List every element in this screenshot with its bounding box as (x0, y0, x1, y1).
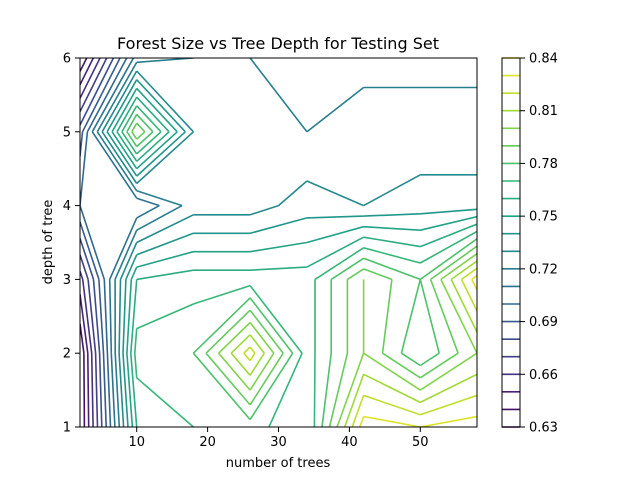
contour-level-4 (80, 58, 108, 427)
y-tick-label: 4 (63, 199, 71, 214)
contour-level-9 (96, 58, 477, 427)
x-tick-label: 40 (341, 435, 358, 450)
contour-level-18 (230, 260, 477, 427)
x-tick-label: 30 (270, 435, 287, 450)
colorbar-level-lines (502, 57, 520, 428)
y-tick-label: 6 (63, 52, 71, 67)
y-tick-label: 2 (63, 347, 71, 362)
x-axis: 10 20 30 40 50 (128, 427, 429, 450)
contour-level-17 (217, 252, 477, 427)
contour-lines (80, 58, 477, 427)
contour-level-11 (106, 79, 477, 427)
chart-title: Forest Size vs Tree Depth for Testing Se… (117, 34, 439, 53)
contour-level-14 (121, 105, 477, 427)
y-tick-label: 1 (63, 421, 71, 436)
x-tick-label: 20 (199, 435, 216, 450)
colorbar-tick-label: 0.75 (529, 210, 558, 225)
contour-level-5 (80, 58, 115, 427)
contour-level-7 (80, 58, 128, 427)
contour-level-15 (126, 113, 477, 427)
contour-level-10 (101, 70, 477, 427)
contour-level-13 (116, 96, 477, 427)
contour-level-12 (111, 87, 477, 427)
plot-area (79, 57, 478, 428)
contour-level-2 (80, 58, 95, 427)
contour-level-19 (243, 267, 477, 427)
contour-level-8 (91, 58, 160, 427)
contour-level-3 (80, 58, 101, 427)
contour-level-16 (131, 122, 477, 427)
y-tick-label: 5 (63, 125, 71, 140)
x-tick-label: 10 (128, 435, 145, 450)
x-axis-label: number of trees (226, 456, 331, 471)
contour-level-1 (80, 58, 88, 427)
colorbar: 0.63 0.66 0.69 0.72 0.75 0.78 0.81 0.84 (501, 52, 558, 436)
colorbar-tick-label: 0.81 (529, 104, 558, 119)
y-axis: 1 2 3 4 5 6 (63, 52, 80, 436)
colorbar-tick-label: 0.66 (529, 368, 558, 383)
x-tick-label: 50 (412, 435, 429, 450)
colorbar-ticks: 0.63 0.66 0.69 0.72 0.75 0.78 0.81 0.84 (520, 52, 558, 436)
colorbar-tick-label: 0.69 (529, 315, 558, 330)
y-axis-label: depth of tree (41, 200, 56, 285)
colorbar-frame (501, 57, 521, 428)
plot-frame (79, 57, 478, 428)
colorbar-tick-label: 0.72 (529, 262, 558, 277)
contour-level-6 (80, 58, 121, 427)
contour-level-20 (359, 275, 477, 427)
colorbar-tick-label: 0.84 (529, 52, 558, 67)
colorbar-tick-label: 0.63 (529, 421, 558, 436)
colorbar-tick-label: 0.78 (529, 157, 558, 172)
y-tick-label: 3 (63, 273, 71, 288)
